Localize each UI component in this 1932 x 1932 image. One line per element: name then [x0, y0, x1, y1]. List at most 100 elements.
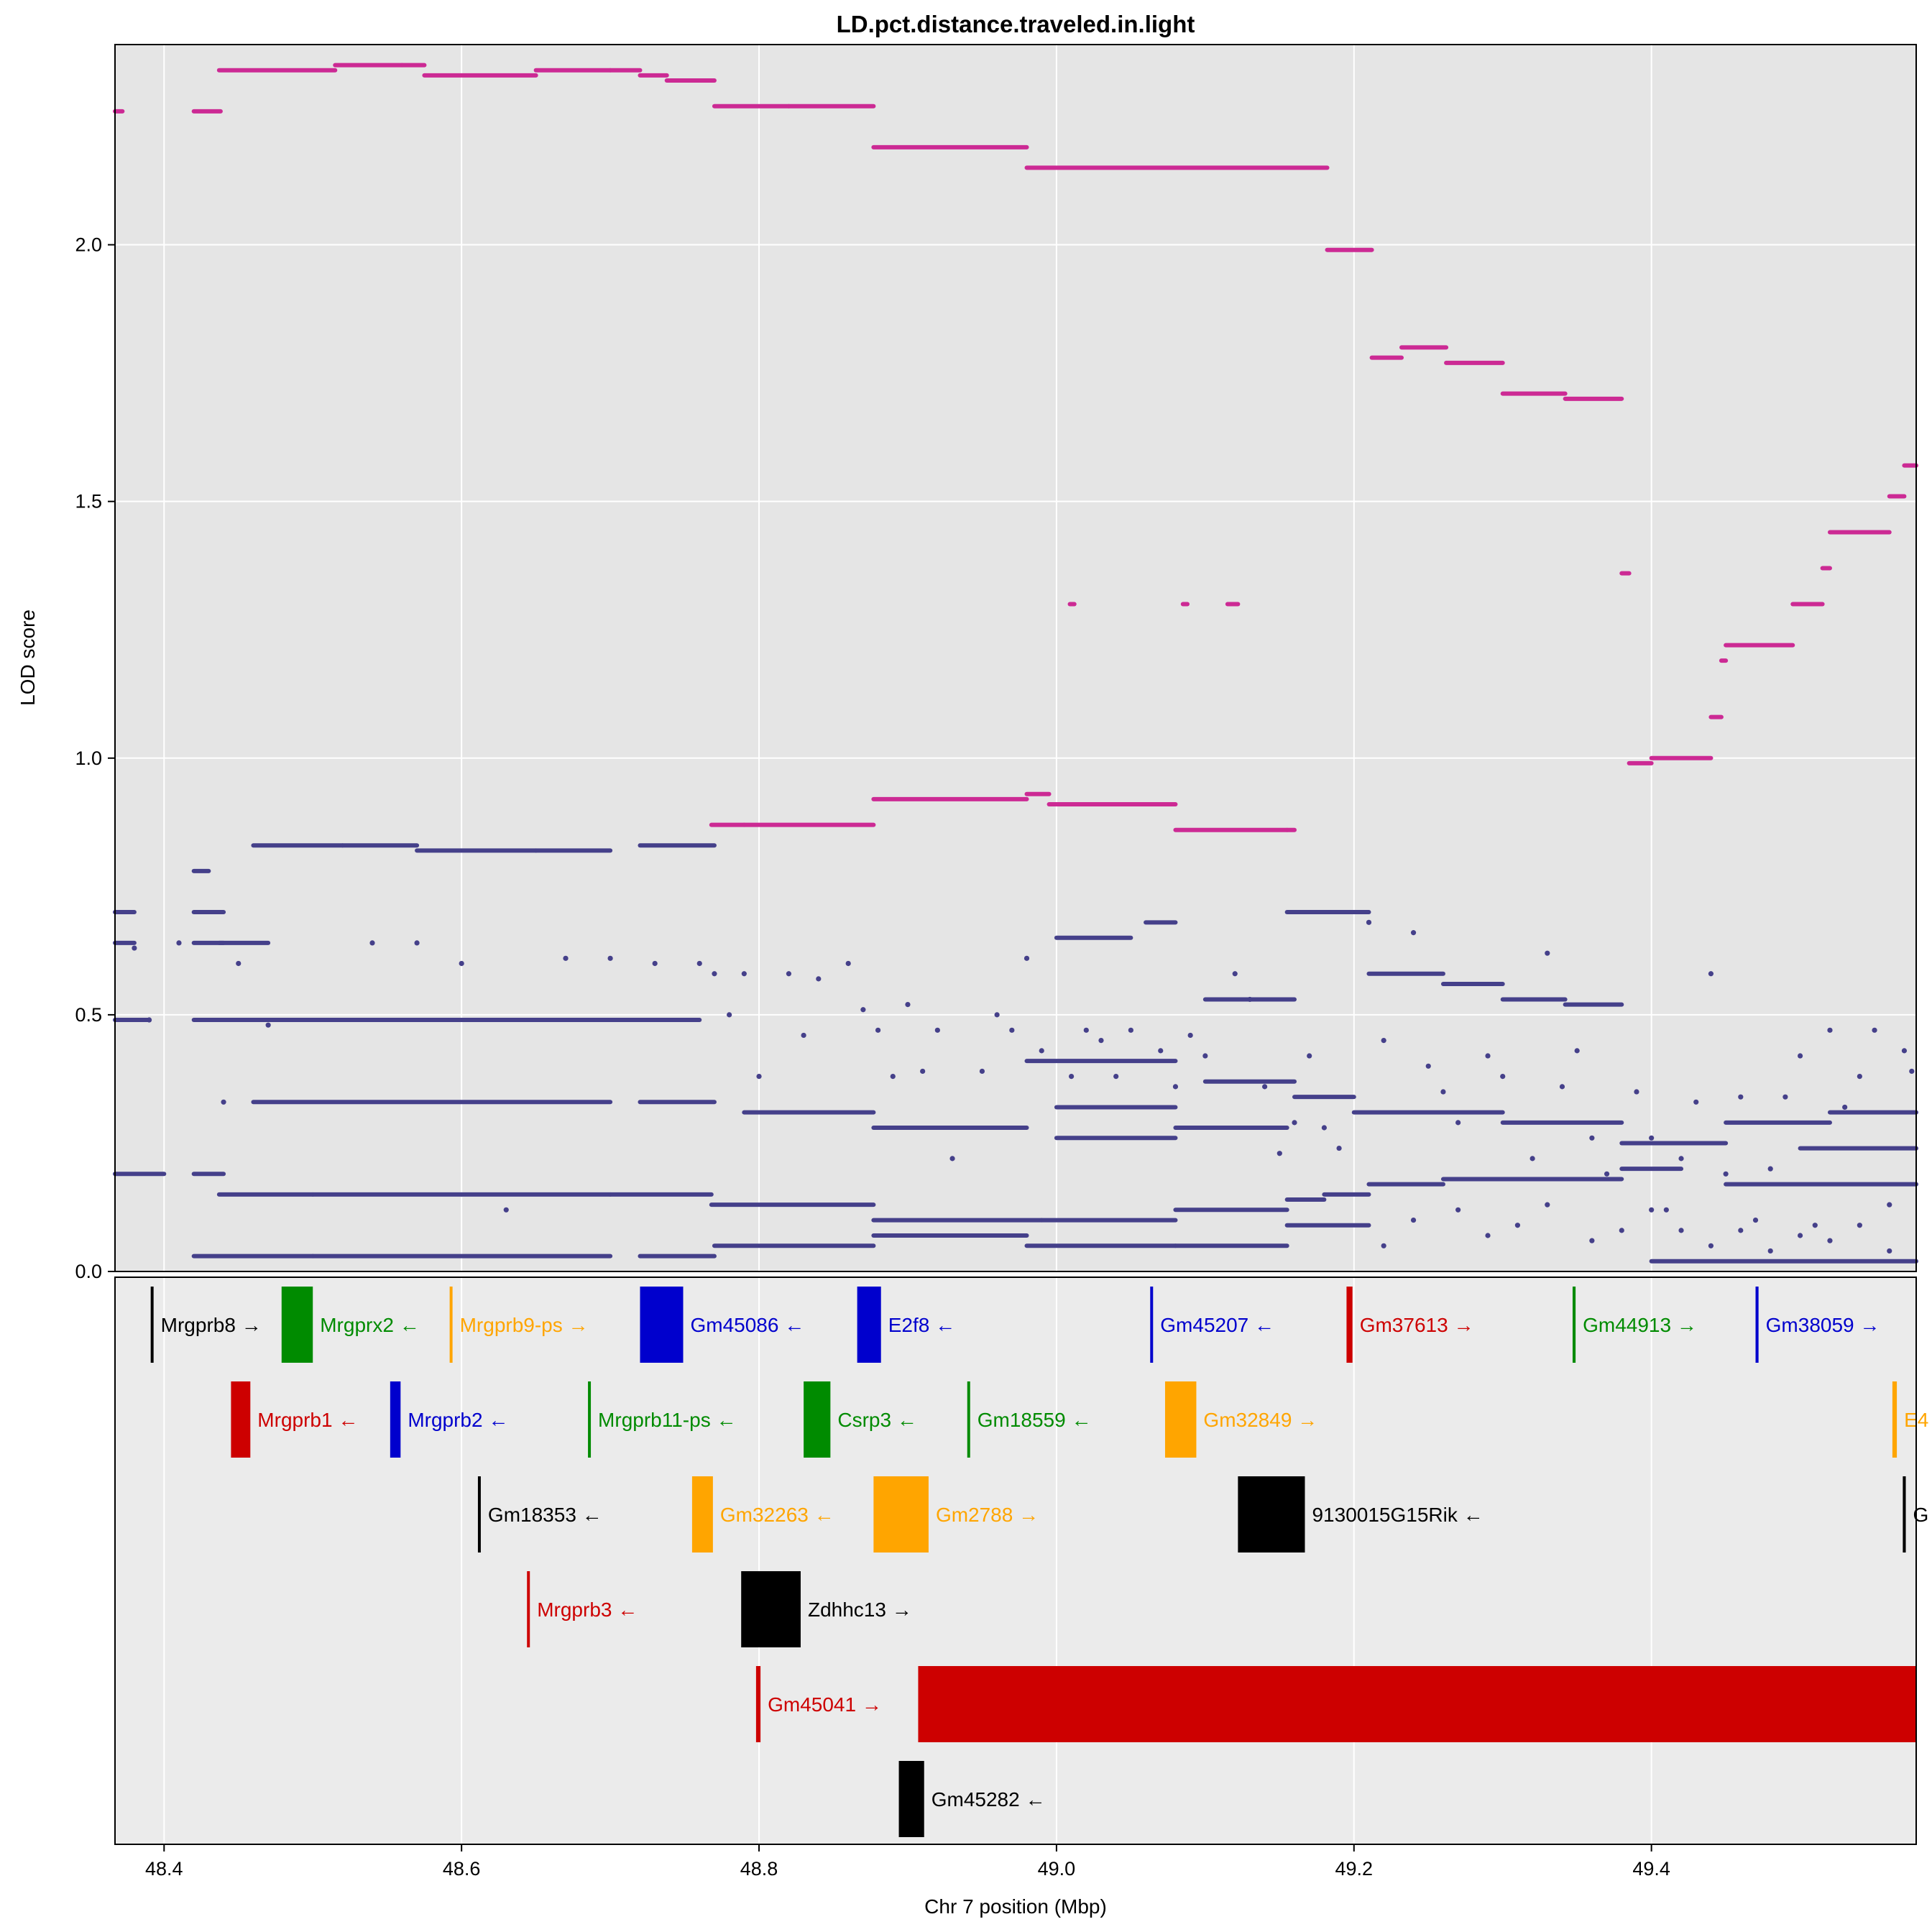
snp-point	[1307, 1053, 1312, 1059]
x-axis-label: Chr 7 position (Mbp)	[924, 1895, 1107, 1918]
gene-label: Gm37613 →	[1360, 1314, 1474, 1336]
snp-point	[1187, 1032, 1193, 1039]
snp-point	[1098, 1037, 1104, 1044]
gene-label: 9130015G15Rik ←	[1312, 1504, 1483, 1526]
snp-point	[1738, 1228, 1744, 1233]
snp-point	[1321, 1125, 1327, 1131]
y-tick-label: 0.5	[75, 1004, 102, 1026]
snp-point	[934, 1027, 940, 1033]
snp-point	[1782, 1094, 1788, 1100]
snp-point	[1887, 1202, 1892, 1208]
gene-box	[1572, 1287, 1576, 1363]
y-axis-ticks: 0.0 0.5 1.0 1.5 2.0	[75, 234, 115, 1282]
x-tick-label: 49.4	[1632, 1858, 1670, 1880]
snp-point	[1247, 996, 1253, 1003]
snp-point	[1619, 1228, 1624, 1233]
snp-point	[1485, 1233, 1491, 1238]
snp-point	[1559, 1084, 1565, 1090]
snp-point	[607, 955, 613, 961]
snp-point	[1663, 1207, 1669, 1213]
snp-point	[1172, 1084, 1179, 1090]
snp-point	[369, 940, 375, 946]
snp-point	[1039, 1048, 1044, 1054]
gene-box	[588, 1381, 592, 1458]
snp-point	[994, 1012, 1000, 1018]
gene-label: Zdhhc13 →	[808, 1598, 912, 1621]
y-tick-label: 0.0	[75, 1261, 102, 1282]
gene-label: Gm18353 ←	[488, 1504, 602, 1526]
snp-point	[1887, 1248, 1892, 1254]
gene-box	[1755, 1287, 1759, 1363]
snp-point	[920, 1068, 926, 1075]
gene-box	[477, 1476, 481, 1552]
gene-box	[967, 1381, 970, 1458]
gene-label: Mrgprb11-ps ←	[598, 1409, 736, 1431]
gene-box	[1164, 1381, 1197, 1458]
snp-point	[1752, 1217, 1759, 1223]
snp-point	[1262, 1084, 1268, 1090]
snp-point	[1678, 1228, 1684, 1233]
gene-label: Gm45041 →	[768, 1693, 882, 1716]
gene-label: Gm45207 ←	[1160, 1314, 1274, 1336]
snp-point	[1909, 1068, 1915, 1075]
snp-point	[1455, 1207, 1461, 1213]
gene-label: Csrp3 ←	[837, 1409, 916, 1431]
snp-point	[845, 960, 851, 967]
snp-point	[1857, 1223, 1862, 1228]
snp-point	[1604, 1171, 1610, 1177]
snp-point	[176, 940, 182, 946]
snp-point	[1901, 1048, 1908, 1054]
snp-point	[1767, 1166, 1773, 1172]
snp-point	[801, 1032, 806, 1039]
gene-label: G	[1913, 1504, 1929, 1526]
x-tick-label: 48.8	[740, 1858, 778, 1880]
chart-title: LD.pct.distance.traveled.in.light	[837, 11, 1195, 37]
gene-label: Gm38059 →	[1766, 1314, 1880, 1336]
snp-point	[1009, 1027, 1015, 1033]
gene-label: Mrgprb2 ←	[408, 1409, 508, 1431]
gene-box	[741, 1571, 801, 1647]
gene-label: Gm32263 ←	[720, 1504, 834, 1526]
gene-panel-border	[114, 1276, 1917, 1845]
snp-point	[1128, 1027, 1133, 1033]
gene-label: Gm2788 →	[936, 1504, 1039, 1526]
snp-point	[414, 940, 420, 946]
snp-point	[1574, 1048, 1580, 1054]
gene-box	[691, 1476, 713, 1552]
y-axis-label: LOD score	[17, 610, 39, 706]
snp-point	[236, 960, 242, 967]
gene-box	[640, 1287, 684, 1363]
snp-point	[905, 1002, 911, 1008]
snp-point	[1410, 930, 1417, 936]
gene-label: Gm45282 ←	[932, 1788, 1046, 1811]
snp-point	[221, 1099, 226, 1105]
top-snps-layer	[113, 63, 1918, 832]
gene-label: Mrgprb3 ←	[537, 1598, 638, 1621]
snp-point	[1292, 1120, 1297, 1126]
gene-box	[898, 1761, 924, 1837]
snp-point	[1708, 1243, 1714, 1248]
gene-box	[873, 1476, 929, 1552]
snp-point	[1410, 1217, 1417, 1223]
snp-point	[979, 1068, 985, 1075]
snp-point	[132, 945, 137, 951]
snp-point	[712, 971, 717, 977]
snp-point	[563, 955, 569, 961]
snp-point	[1857, 1073, 1862, 1080]
gene-gridlines	[163, 1277, 1652, 1844]
lod-gridlines	[115, 45, 1916, 1272]
snp-point	[1500, 1073, 1506, 1080]
gene-box	[918, 1666, 1916, 1742]
snp-point	[146, 1017, 152, 1023]
lod-panel	[113, 44, 1918, 1272]
snp-point	[503, 1207, 509, 1213]
y-tick-label: 2.0	[75, 234, 102, 256]
gene-layer: Mrgprb8 → Mrgprx2 ← Mrgprb9-ps → Gm45086 ← E…	[150, 1287, 1929, 1837]
gene-box	[1150, 1287, 1154, 1363]
lod-panel-background	[115, 45, 1916, 1271]
snp-point	[652, 960, 658, 967]
snp-point	[890, 1073, 896, 1080]
snp-point	[1738, 1094, 1744, 1100]
gene-panel: Mrgprb8 → Mrgprx2 ← Mrgprb9-ps → Gm45086 ← E…	[114, 1276, 1929, 1845]
